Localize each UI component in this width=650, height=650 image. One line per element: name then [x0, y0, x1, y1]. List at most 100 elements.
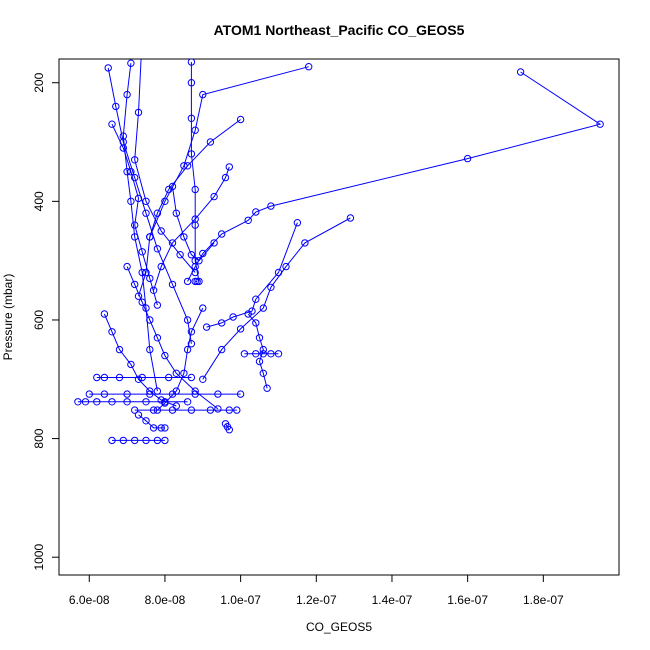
series-group — [74, 32, 604, 445]
data-point — [142, 417, 150, 425]
data-point — [153, 245, 162, 253]
data-point — [252, 319, 260, 327]
data-point — [142, 197, 150, 206]
y-tick-label: 800 — [32, 428, 46, 448]
series-line — [172, 186, 215, 262]
data-point — [187, 340, 196, 348]
data-point — [134, 108, 143, 117]
series-line — [187, 71, 602, 282]
x-tick-label: 1.8e-07 — [523, 593, 564, 607]
x-tick-label: 1.0e-07 — [220, 593, 261, 607]
data-point — [138, 248, 146, 256]
data-point — [119, 132, 128, 140]
series-line — [111, 123, 158, 306]
data-point — [259, 369, 267, 377]
data-point — [123, 168, 131, 176]
data-point — [195, 257, 203, 265]
data-point — [146, 233, 154, 241]
data-point — [172, 402, 181, 410]
data-point — [157, 424, 165, 432]
series-line — [247, 313, 268, 389]
data-point — [115, 345, 124, 354]
x-tick-label: 1.6e-07 — [447, 593, 488, 607]
data-point — [191, 185, 199, 194]
data-point — [131, 406, 139, 414]
data-point — [236, 115, 245, 124]
data-point — [187, 59, 196, 66]
data-point — [180, 369, 188, 377]
series-line — [202, 217, 351, 380]
data-point — [225, 163, 234, 171]
data-point — [516, 68, 525, 76]
data-point — [108, 328, 116, 336]
data-point — [168, 390, 177, 398]
data-point — [233, 406, 241, 414]
data-point — [134, 375, 143, 383]
data-point — [168, 280, 177, 289]
data-point — [259, 350, 267, 358]
data-point — [100, 390, 109, 398]
data-point — [142, 268, 150, 277]
data-point — [165, 373, 173, 382]
data-point — [139, 32, 145, 38]
data-point — [146, 390, 154, 398]
data-point — [218, 230, 226, 238]
data-point — [161, 351, 169, 360]
data-point — [210, 192, 218, 201]
data-point — [252, 295, 260, 303]
data-point — [463, 154, 472, 163]
data-point — [193, 277, 201, 286]
y-axis-label: Pressure (mbar) — [1, 274, 15, 361]
data-point — [100, 373, 109, 382]
data-point — [255, 357, 264, 366]
x-axis-label: CO_GEOS5 — [306, 620, 372, 634]
data-point — [236, 390, 245, 398]
data-point — [221, 173, 230, 182]
plot-area — [74, 32, 604, 445]
data-point — [176, 251, 184, 259]
data-point — [85, 390, 94, 398]
series-line — [149, 119, 241, 238]
x-tick-label: 1.4e-07 — [372, 593, 413, 607]
data-point — [81, 398, 90, 406]
data-point — [199, 375, 207, 383]
data-point — [187, 373, 196, 382]
data-point — [206, 138, 215, 146]
data-point — [168, 239, 177, 247]
series-line — [153, 166, 230, 291]
series-line — [122, 63, 158, 392]
data-point — [199, 304, 207, 312]
data-point — [142, 436, 150, 445]
data-point — [131, 156, 139, 164]
data-point — [149, 424, 158, 432]
series-line — [157, 307, 204, 411]
data-point — [191, 277, 199, 286]
data-point — [108, 120, 116, 128]
data-point — [274, 350, 283, 358]
data-point — [214, 405, 222, 413]
data-point — [131, 173, 139, 182]
data-point — [187, 114, 196, 123]
x-tick-label: 6.0e-08 — [69, 593, 110, 607]
data-point — [161, 398, 169, 406]
series-line — [103, 313, 177, 407]
data-point — [244, 310, 252, 318]
data-point — [127, 59, 135, 67]
data-point — [146, 345, 154, 354]
data-point — [157, 396, 165, 404]
data-point — [100, 310, 109, 318]
y-tick-label: 200 — [32, 72, 46, 92]
plot-frame — [58, 58, 620, 576]
data-point — [214, 390, 222, 398]
y-tick-label: 600 — [32, 310, 46, 330]
data-point — [161, 436, 169, 445]
data-point — [138, 268, 146, 277]
series-line — [107, 67, 192, 344]
data-point — [183, 277, 192, 286]
data-point — [142, 209, 150, 217]
data-point — [225, 406, 234, 414]
data-point — [259, 345, 267, 354]
data-point — [293, 219, 302, 227]
data-point — [255, 334, 264, 342]
data-point — [252, 350, 260, 358]
